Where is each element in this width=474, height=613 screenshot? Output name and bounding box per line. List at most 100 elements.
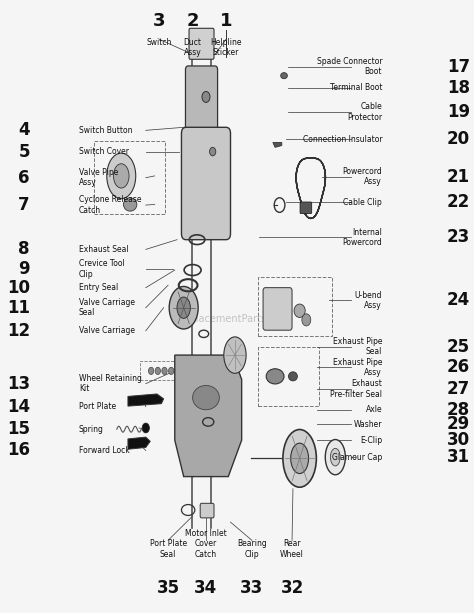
Text: Port Plate
Seal: Port Plate Seal (149, 539, 187, 558)
Text: Internal
Powercord: Internal Powercord (342, 227, 382, 247)
Text: Motor Inlet
Cover
Catch: Motor Inlet Cover Catch (185, 529, 227, 558)
Ellipse shape (177, 297, 191, 318)
Polygon shape (273, 142, 282, 147)
Ellipse shape (224, 337, 246, 373)
Ellipse shape (294, 304, 305, 318)
Text: Wheel Retaining
Kit: Wheel Retaining Kit (79, 374, 142, 394)
Text: 23: 23 (447, 228, 470, 246)
Text: 17: 17 (447, 58, 470, 75)
Text: Exhaust Seal: Exhaust Seal (79, 245, 128, 254)
Ellipse shape (266, 369, 284, 384)
Text: Valve Carriage: Valve Carriage (79, 326, 135, 335)
Text: 11: 11 (7, 299, 30, 317)
Text: Cable Clip: Cable Clip (343, 197, 382, 207)
Circle shape (162, 367, 167, 375)
Text: Terminal Boot: Terminal Boot (329, 83, 382, 93)
Text: 18: 18 (447, 79, 470, 97)
Polygon shape (175, 355, 242, 476)
Text: eReplacementParts.com: eReplacementParts.com (171, 314, 290, 324)
Circle shape (210, 147, 216, 156)
Text: 16: 16 (7, 441, 30, 460)
Text: 28: 28 (447, 401, 470, 419)
Text: Spring: Spring (79, 425, 104, 434)
Text: 31: 31 (447, 448, 470, 466)
Text: 29: 29 (447, 416, 470, 433)
Text: Glamour Cap: Glamour Cap (332, 452, 382, 462)
Circle shape (148, 367, 154, 375)
Text: 22: 22 (447, 193, 470, 211)
Text: 4: 4 (18, 121, 30, 139)
Text: 30: 30 (447, 431, 470, 449)
Text: 14: 14 (7, 398, 30, 416)
Text: Exhaust Pipe
Seal: Exhaust Pipe Seal (333, 337, 382, 356)
Text: 2: 2 (186, 12, 199, 29)
Circle shape (302, 314, 311, 326)
Text: 1: 1 (220, 12, 232, 29)
Ellipse shape (113, 164, 129, 188)
Text: 15: 15 (7, 420, 30, 438)
Text: 7: 7 (18, 196, 30, 214)
Text: 25: 25 (447, 338, 470, 356)
FancyBboxPatch shape (200, 503, 214, 518)
Text: 20: 20 (447, 131, 470, 148)
Text: Rear
Wheel: Rear Wheel (280, 539, 304, 558)
Circle shape (202, 91, 210, 102)
Text: Exhaust
Pre-filter Seal: Exhaust Pre-filter Seal (330, 379, 382, 399)
Text: Duct
Assy: Duct Assy (183, 38, 201, 58)
Text: 26: 26 (447, 358, 470, 376)
Ellipse shape (124, 198, 137, 211)
Text: Forward Lock: Forward Lock (79, 446, 129, 455)
Ellipse shape (107, 153, 136, 199)
Text: Powercord
Assy: Powercord Assy (342, 167, 382, 186)
Text: Exhaust Pipe
Assy: Exhaust Pipe Assy (333, 357, 382, 377)
Text: 32: 32 (281, 579, 304, 596)
Text: 6: 6 (18, 169, 30, 187)
Text: 33: 33 (240, 579, 264, 596)
Text: 3: 3 (153, 12, 165, 29)
Text: Spade Connector
Boot: Spade Connector Boot (317, 57, 382, 76)
FancyBboxPatch shape (263, 287, 292, 330)
Text: Crevice Tool
Clip: Crevice Tool Clip (79, 259, 125, 278)
Text: E-Clip: E-Clip (360, 436, 382, 444)
Text: 5: 5 (18, 143, 30, 161)
Text: 10: 10 (7, 279, 30, 297)
Text: 24: 24 (447, 291, 470, 310)
FancyBboxPatch shape (300, 202, 312, 213)
Polygon shape (192, 148, 215, 173)
Text: Axle: Axle (365, 405, 382, 414)
Ellipse shape (325, 440, 346, 474)
Ellipse shape (291, 443, 309, 474)
Ellipse shape (283, 430, 316, 487)
Circle shape (155, 367, 161, 375)
Ellipse shape (330, 448, 340, 466)
Text: Helpline
Sticker: Helpline Sticker (210, 38, 242, 58)
Text: Connection Insulator: Connection Insulator (302, 135, 382, 144)
Text: 12: 12 (7, 322, 30, 340)
Polygon shape (128, 437, 150, 449)
Circle shape (169, 367, 174, 375)
Text: 8: 8 (18, 240, 30, 259)
Text: Switch Button: Switch Button (79, 126, 132, 135)
FancyBboxPatch shape (189, 28, 214, 59)
Text: 19: 19 (447, 103, 470, 121)
Ellipse shape (169, 286, 198, 329)
Circle shape (142, 423, 149, 433)
Text: 27: 27 (447, 380, 470, 398)
Polygon shape (128, 394, 164, 406)
Text: Switch: Switch (146, 38, 172, 47)
Text: Cable
Protector: Cable Protector (347, 102, 382, 122)
Text: Entry Seal: Entry Seal (79, 283, 118, 292)
Text: Port Plate: Port Plate (79, 402, 116, 411)
Ellipse shape (289, 372, 297, 381)
Text: Bearing
Clip: Bearing Clip (237, 539, 267, 558)
Ellipse shape (192, 386, 219, 409)
Text: Valve Pipe
Assy: Valve Pipe Assy (79, 168, 118, 188)
Text: 13: 13 (7, 375, 30, 393)
FancyBboxPatch shape (185, 66, 218, 134)
Ellipse shape (281, 72, 287, 78)
Text: 9: 9 (18, 260, 30, 278)
Text: Valve Carriage
Seal: Valve Carriage Seal (79, 298, 135, 318)
Text: Washer: Washer (354, 420, 382, 429)
FancyBboxPatch shape (182, 128, 230, 240)
Text: 21: 21 (447, 167, 470, 186)
